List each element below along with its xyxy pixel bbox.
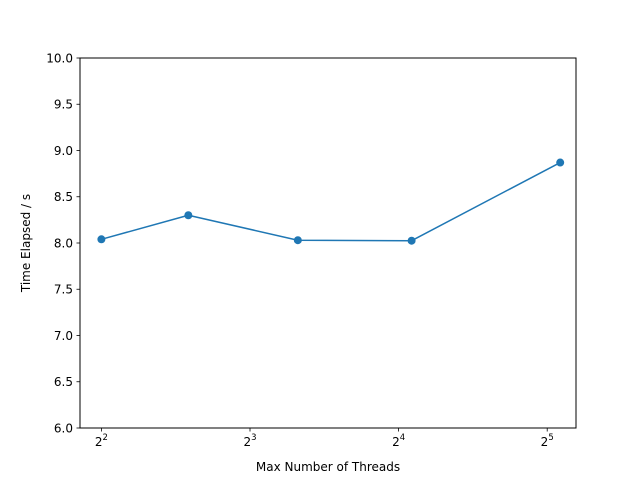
x-tick-label: 25 — [541, 433, 554, 449]
x-tick-label: 23 — [243, 433, 256, 449]
y-tick-label: 10.0 — [46, 51, 73, 65]
y-tick-label: 8.5 — [54, 190, 73, 204]
y-tick-label: 8.0 — [54, 236, 73, 250]
y-axis-ticks: 6.0 6.5 7.0 7.5 8.0 8.5 9.0 9.5 10.0 — [46, 51, 80, 435]
y-tick-label: 9.5 — [54, 98, 73, 112]
y-axis-title: Time Elapsed / s — [19, 194, 33, 293]
x-tick-label: 24 — [392, 433, 405, 449]
data-point — [556, 158, 565, 167]
x-axis-title: Max Number of Threads — [256, 460, 400, 474]
y-tick-label: 7.0 — [54, 329, 73, 343]
series-layer — [97, 158, 565, 245]
y-tick-label: 6.5 — [54, 375, 73, 389]
data-point — [293, 236, 302, 245]
y-tick-label: 7.5 — [54, 283, 73, 297]
x-tick-label: 22 — [95, 433, 108, 449]
data-point — [184, 211, 193, 220]
y-tick-label: 9.0 — [54, 144, 73, 158]
series-line — [101, 161, 561, 242]
data-point — [407, 236, 416, 245]
y-tick-label: 6.0 — [54, 421, 73, 435]
axes-frame — [79, 57, 577, 429]
x-axis-ticks: 22 23 24 25 — [95, 428, 554, 449]
data-point — [97, 235, 106, 244]
